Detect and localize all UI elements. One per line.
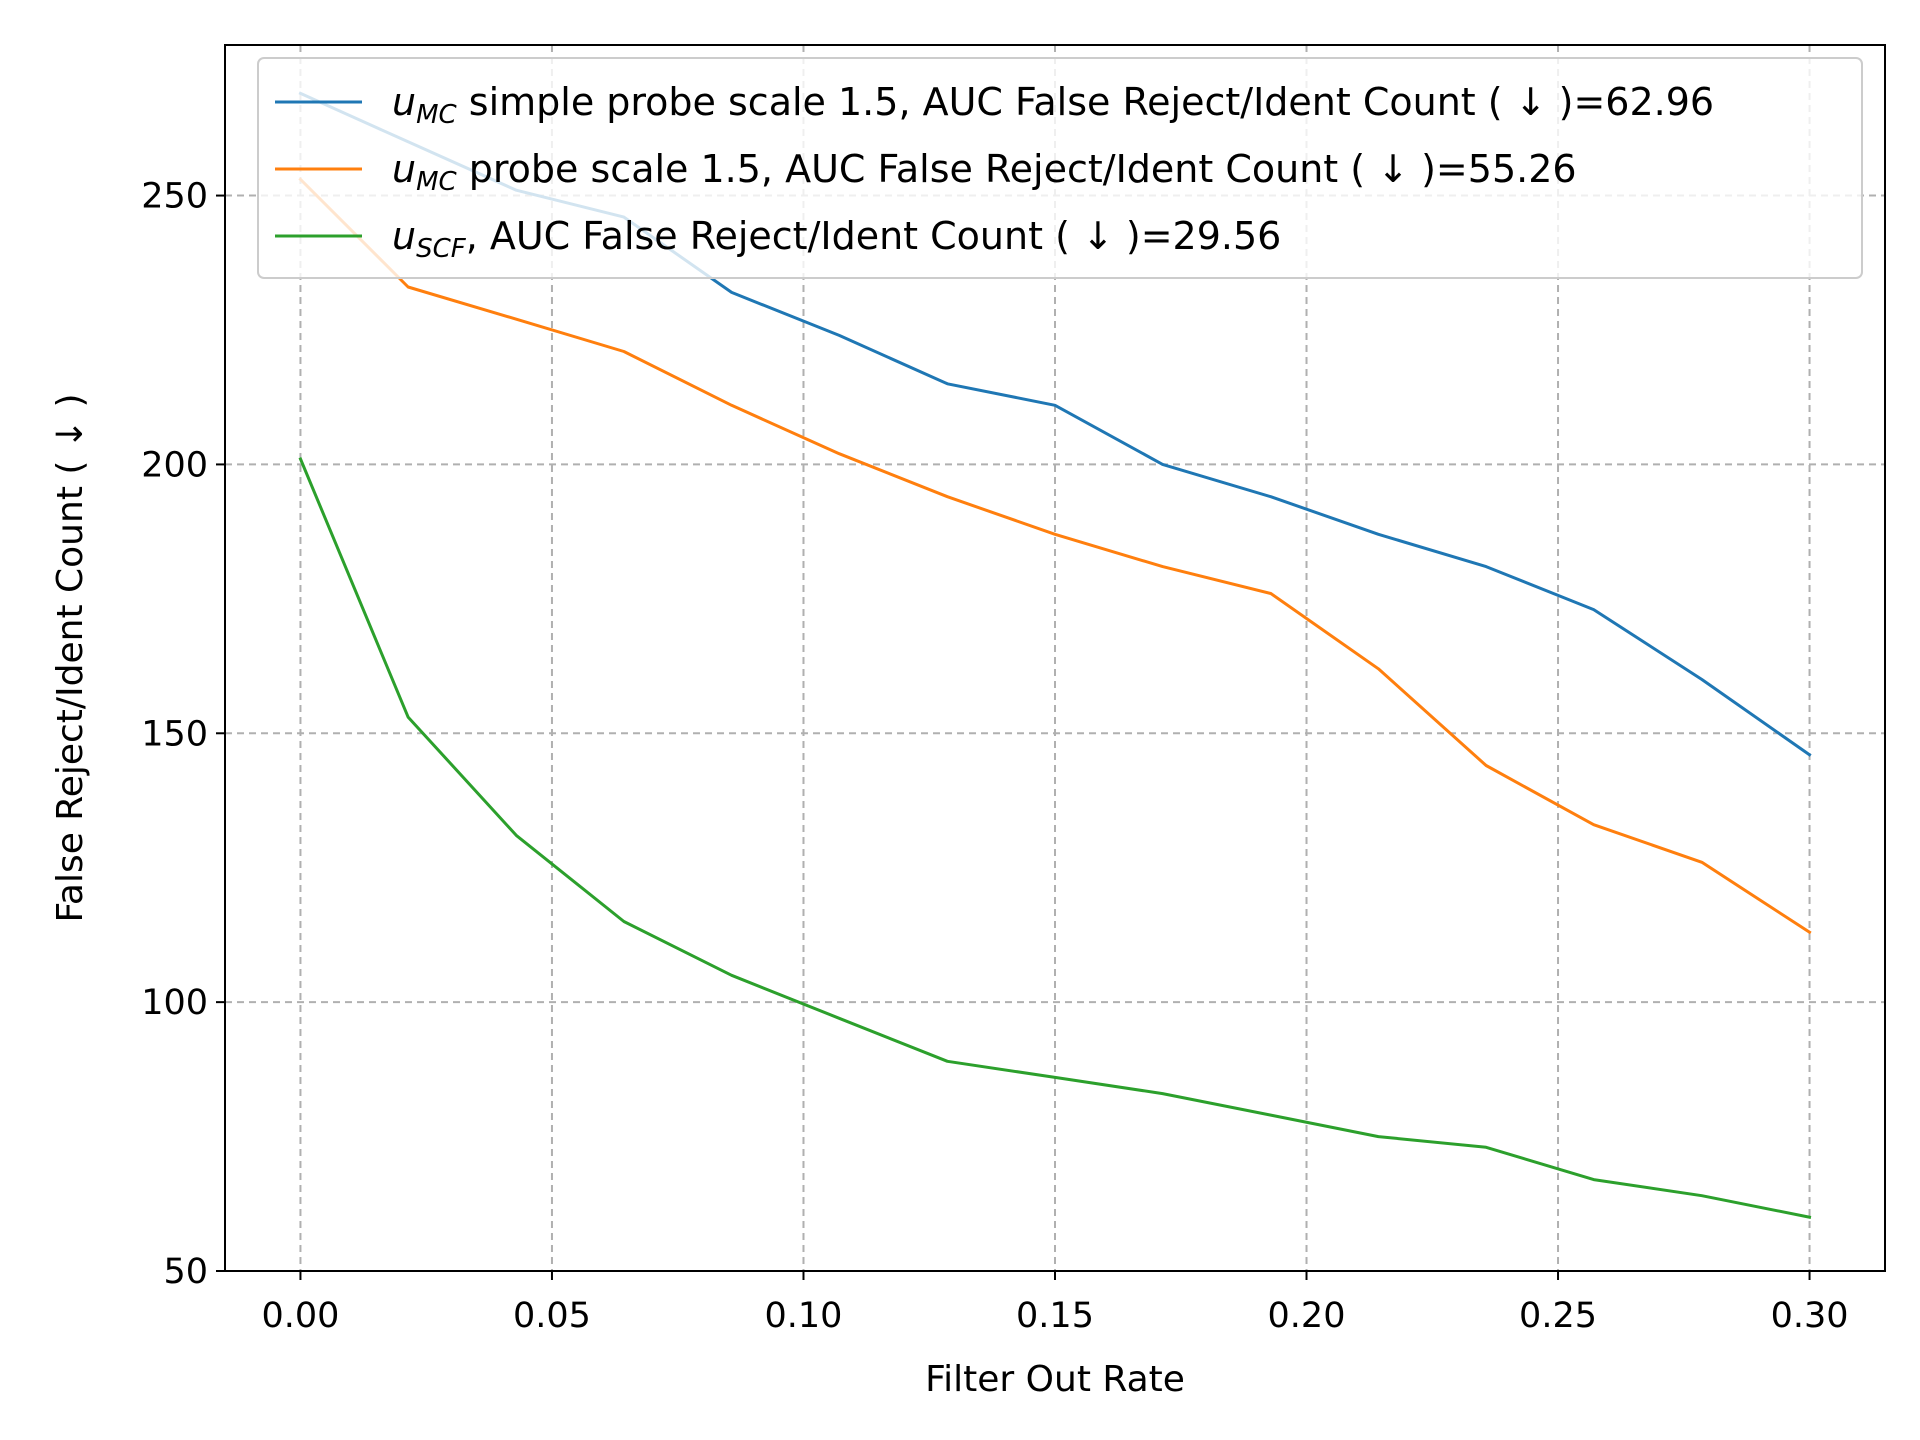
y-tick-label: 100 bbox=[141, 983, 208, 1023]
y-axis-label: False Reject/Ident Count ( ↓ ) bbox=[50, 393, 91, 922]
legend-entry-3: uSCF, AUC False Reject/Ident Count ( ↓ )… bbox=[392, 214, 1281, 264]
x-tick-label: 0.20 bbox=[1268, 1296, 1346, 1336]
x-tick-label: 0.10 bbox=[765, 1296, 843, 1336]
x-tick-label: 0.00 bbox=[261, 1296, 339, 1336]
x-tick-label: 0.15 bbox=[1016, 1296, 1094, 1336]
series-line-3 bbox=[298, 457, 1812, 1219]
legend-entry-2: uMC probe scale 1.5, AUC False Reject/Id… bbox=[392, 147, 1577, 197]
legend: uMC simple probe scale 1.5, AUC False Re… bbox=[257, 57, 1863, 279]
x-axis-label: Filter Out Rate bbox=[925, 1359, 1185, 1400]
x-tick-label: 0.25 bbox=[1519, 1296, 1597, 1336]
legend-entry-1: uMC simple probe scale 1.5, AUC False Re… bbox=[392, 80, 1714, 130]
y-tick-label: 200 bbox=[141, 445, 208, 485]
y-tick-label: 150 bbox=[141, 714, 208, 754]
x-tick-label: 0.30 bbox=[1771, 1296, 1849, 1336]
legend-box bbox=[257, 57, 1863, 279]
axis-ticks: 0.00 0.05 0.10 0.15 0.20 0.25 0.30 50 100 150 200 2… bbox=[141, 177, 1848, 1336]
y-tick-label: 250 bbox=[141, 177, 208, 217]
y-tick-label: 50 bbox=[163, 1252, 208, 1292]
series-line-2 bbox=[298, 177, 1812, 935]
x-tick-label: 0.05 bbox=[513, 1296, 591, 1336]
